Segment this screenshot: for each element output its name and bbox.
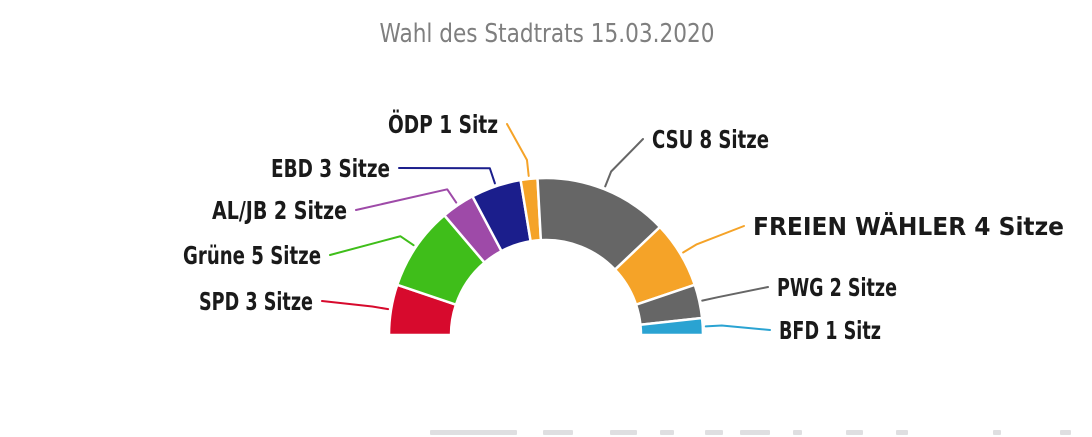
leader-line-bfd	[704, 324, 771, 331]
slice-bfd[interactable]	[639, 316, 705, 337]
slice-label-oedp: ÖDP 1 Sitz	[388, 109, 498, 139]
leader-line-gruene	[329, 235, 415, 256]
leader-line-pwg	[701, 286, 769, 302]
leader-line-freie-waehler	[682, 225, 745, 254]
leader-line-al-jb	[355, 188, 458, 211]
slice-label-gruene: Grüne 5 Sitze	[183, 241, 321, 270]
clipped-footer-text-fragment	[993, 430, 1001, 435]
slice-label-ebd: EBD 3 Sitze	[271, 154, 390, 183]
clipped-footer-text-fragment	[705, 430, 723, 435]
slice-label-freie-waehler: FREIEN WÄHLER 4 Sitze	[753, 211, 1064, 241]
clipped-footer-text-fragment	[1060, 430, 1071, 435]
slice-label-pwg: PWG 2 Sitze	[777, 273, 897, 302]
clipped-footer-text-fragment	[740, 430, 770, 435]
clipped-footer-text-fragment	[896, 430, 908, 435]
clipped-footer-text-fragment	[660, 430, 674, 435]
chart-title: Wahl des Stadtrats 15.03.2020	[380, 19, 715, 49]
clipped-footer-text-fragment	[430, 430, 517, 435]
leader-line-ebd	[398, 167, 496, 185]
slice-label-bfd: BFD 1 Sitz	[779, 316, 881, 345]
clipped-footer-text-fragment	[610, 430, 637, 435]
slice-label-csu: CSU 8 Sitze	[652, 125, 769, 154]
leader-line-spd	[321, 300, 390, 311]
leader-line-oedp	[506, 123, 530, 177]
slice-label-al-jb: AL/JB 2 Sitze	[212, 196, 347, 225]
leader-line-csu	[604, 138, 644, 188]
slice-label-spd: SPD 3 Sitze	[199, 287, 313, 316]
clipped-footer-text-fragment	[543, 430, 573, 435]
clipped-footer-text-fragment	[846, 430, 863, 435]
clipped-footer-text-fragment	[793, 430, 802, 435]
